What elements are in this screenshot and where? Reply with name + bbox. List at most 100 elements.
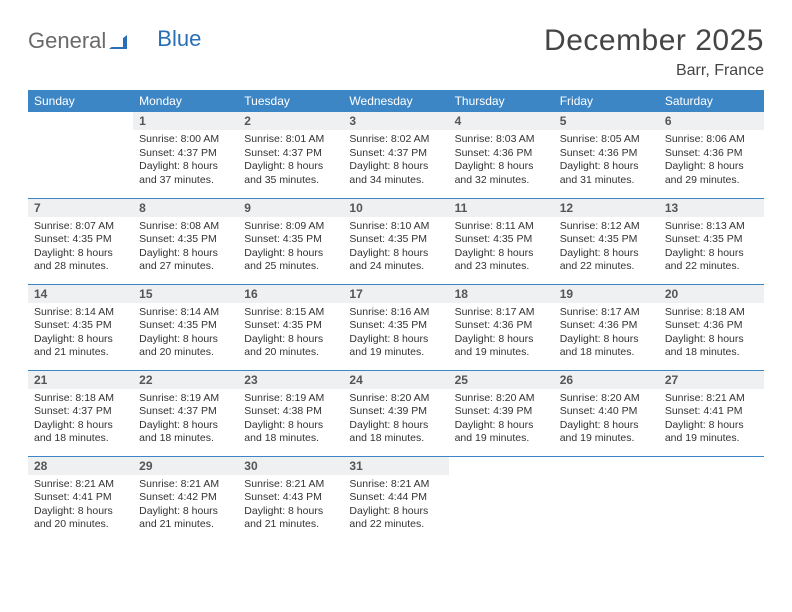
day-sunrise: Sunrise: 8:21 AM xyxy=(665,392,758,406)
day-number: 23 xyxy=(238,371,343,389)
day-dayl1: Daylight: 8 hours xyxy=(34,419,127,433)
day-sunset: Sunset: 4:35 PM xyxy=(244,233,337,247)
day-sunrise: Sunrise: 8:18 AM xyxy=(34,392,127,406)
day-dayl2: and 18 minutes. xyxy=(34,432,127,446)
day-dayl2: and 18 minutes. xyxy=(139,432,232,446)
day-details: Sunrise: 8:21 AMSunset: 4:41 PMDaylight:… xyxy=(28,475,133,537)
day-dayl1: Daylight: 8 hours xyxy=(349,333,442,347)
calendar-cell: 12Sunrise: 8:12 AMSunset: 4:35 PMDayligh… xyxy=(554,198,659,284)
day-sunrise: Sunrise: 8:08 AM xyxy=(139,220,232,234)
day-dayl1: Daylight: 8 hours xyxy=(665,160,758,174)
calendar-cell: 6Sunrise: 8:06 AMSunset: 4:36 PMDaylight… xyxy=(659,112,764,198)
day-dayl2: and 19 minutes. xyxy=(349,346,442,360)
day-sunrise: Sunrise: 8:21 AM xyxy=(34,478,127,492)
calendar-cell: 5Sunrise: 8:05 AMSunset: 4:36 PMDaylight… xyxy=(554,112,659,198)
day-details: Sunrise: 8:06 AMSunset: 4:36 PMDaylight:… xyxy=(659,130,764,192)
day-sunset: Sunset: 4:43 PM xyxy=(244,491,337,505)
day-sunrise: Sunrise: 8:14 AM xyxy=(139,306,232,320)
day-number: 12 xyxy=(554,199,659,217)
day-sunrise: Sunrise: 8:20 AM xyxy=(560,392,653,406)
day-dayl1: Daylight: 8 hours xyxy=(455,333,548,347)
day-number: 2 xyxy=(238,112,343,130)
day-details: Sunrise: 8:13 AMSunset: 4:35 PMDaylight:… xyxy=(659,217,764,279)
day-dayl2: and 24 minutes. xyxy=(349,260,442,274)
day-details: Sunrise: 8:21 AMSunset: 4:44 PMDaylight:… xyxy=(343,475,448,537)
day-dayl2: and 25 minutes. xyxy=(244,260,337,274)
day-dayl1: Daylight: 8 hours xyxy=(139,505,232,519)
day-dayl2: and 29 minutes. xyxy=(665,174,758,188)
col-saturday: Saturday xyxy=(659,90,764,112)
day-dayl2: and 21 minutes. xyxy=(34,346,127,360)
day-sunset: Sunset: 4:36 PM xyxy=(560,319,653,333)
day-sunrise: Sunrise: 8:13 AM xyxy=(665,220,758,234)
day-dayl1: Daylight: 8 hours xyxy=(455,247,548,261)
calendar-cell: 17Sunrise: 8:16 AMSunset: 4:35 PMDayligh… xyxy=(343,284,448,370)
day-dayl1: Daylight: 8 hours xyxy=(665,247,758,261)
day-dayl2: and 18 minutes. xyxy=(560,346,653,360)
day-dayl2: and 18 minutes. xyxy=(244,432,337,446)
col-friday: Friday xyxy=(554,90,659,112)
logo-sail-icon xyxy=(109,35,127,49)
day-dayl1: Daylight: 8 hours xyxy=(349,160,442,174)
day-dayl2: and 28 minutes. xyxy=(34,260,127,274)
day-dayl2: and 21 minutes. xyxy=(139,518,232,532)
day-details: Sunrise: 8:20 AMSunset: 4:39 PMDaylight:… xyxy=(449,389,554,451)
day-sunrise: Sunrise: 8:10 AM xyxy=(349,220,442,234)
calendar-cell: 24Sunrise: 8:20 AMSunset: 4:39 PMDayligh… xyxy=(343,370,448,456)
calendar-cell: 3Sunrise: 8:02 AMSunset: 4:37 PMDaylight… xyxy=(343,112,448,198)
calendar-cell: 8Sunrise: 8:08 AMSunset: 4:35 PMDaylight… xyxy=(133,198,238,284)
day-number: 26 xyxy=(554,371,659,389)
day-sunset: Sunset: 4:41 PM xyxy=(34,491,127,505)
day-dayl2: and 19 minutes. xyxy=(455,432,548,446)
day-number: 24 xyxy=(343,371,448,389)
day-dayl2: and 21 minutes. xyxy=(244,518,337,532)
day-dayl1: Daylight: 8 hours xyxy=(244,247,337,261)
day-sunset: Sunset: 4:40 PM xyxy=(560,405,653,419)
day-number: 4 xyxy=(449,112,554,130)
calendar-cell: 19Sunrise: 8:17 AMSunset: 4:36 PMDayligh… xyxy=(554,284,659,370)
day-number: 18 xyxy=(449,285,554,303)
calendar-cell: 23Sunrise: 8:19 AMSunset: 4:38 PMDayligh… xyxy=(238,370,343,456)
day-dayl2: and 20 minutes. xyxy=(244,346,337,360)
calendar-cell: 10Sunrise: 8:10 AMSunset: 4:35 PMDayligh… xyxy=(343,198,448,284)
day-sunset: Sunset: 4:35 PM xyxy=(244,319,337,333)
day-dayl1: Daylight: 8 hours xyxy=(244,505,337,519)
day-sunrise: Sunrise: 8:09 AM xyxy=(244,220,337,234)
calendar-cell: 13Sunrise: 8:13 AMSunset: 4:35 PMDayligh… xyxy=(659,198,764,284)
day-dayl1: Daylight: 8 hours xyxy=(139,160,232,174)
day-number: 19 xyxy=(554,285,659,303)
day-number: 1 xyxy=(133,112,238,130)
day-dayl1: Daylight: 8 hours xyxy=(455,160,548,174)
day-dayl1: Daylight: 8 hours xyxy=(34,247,127,261)
day-dayl1: Daylight: 8 hours xyxy=(244,419,337,433)
day-sunrise: Sunrise: 8:18 AM xyxy=(665,306,758,320)
day-details: Sunrise: 8:03 AMSunset: 4:36 PMDaylight:… xyxy=(449,130,554,192)
calendar-row: 14Sunrise: 8:14 AMSunset: 4:35 PMDayligh… xyxy=(28,284,764,370)
day-dayl2: and 18 minutes. xyxy=(665,346,758,360)
day-dayl1: Daylight: 8 hours xyxy=(244,160,337,174)
calendar-cell: 16Sunrise: 8:15 AMSunset: 4:35 PMDayligh… xyxy=(238,284,343,370)
day-dayl2: and 27 minutes. xyxy=(139,260,232,274)
calendar-cell: 2Sunrise: 8:01 AMSunset: 4:37 PMDaylight… xyxy=(238,112,343,198)
day-sunset: Sunset: 4:36 PM xyxy=(560,147,653,161)
day-sunrise: Sunrise: 8:05 AM xyxy=(560,133,653,147)
header: General Blue December 2025 Barr, France xyxy=(28,24,764,80)
day-sunset: Sunset: 4:39 PM xyxy=(349,405,442,419)
calendar-cell: 20Sunrise: 8:18 AMSunset: 4:36 PMDayligh… xyxy=(659,284,764,370)
day-details: Sunrise: 8:07 AMSunset: 4:35 PMDaylight:… xyxy=(28,217,133,279)
day-number: 16 xyxy=(238,285,343,303)
day-sunset: Sunset: 4:42 PM xyxy=(139,491,232,505)
day-dayl1: Daylight: 8 hours xyxy=(349,419,442,433)
day-dayl1: Daylight: 8 hours xyxy=(665,419,758,433)
day-sunset: Sunset: 4:37 PM xyxy=(34,405,127,419)
calendar-cell: 31Sunrise: 8:21 AMSunset: 4:44 PMDayligh… xyxy=(343,456,448,542)
col-sunday: Sunday xyxy=(28,90,133,112)
day-details: Sunrise: 8:16 AMSunset: 4:35 PMDaylight:… xyxy=(343,303,448,365)
day-sunrise: Sunrise: 8:20 AM xyxy=(455,392,548,406)
day-sunset: Sunset: 4:37 PM xyxy=(244,147,337,161)
day-dayl1: Daylight: 8 hours xyxy=(34,333,127,347)
day-number: 22 xyxy=(133,371,238,389)
day-number: 31 xyxy=(343,457,448,475)
col-tuesday: Tuesday xyxy=(238,90,343,112)
day-sunrise: Sunrise: 8:17 AM xyxy=(455,306,548,320)
